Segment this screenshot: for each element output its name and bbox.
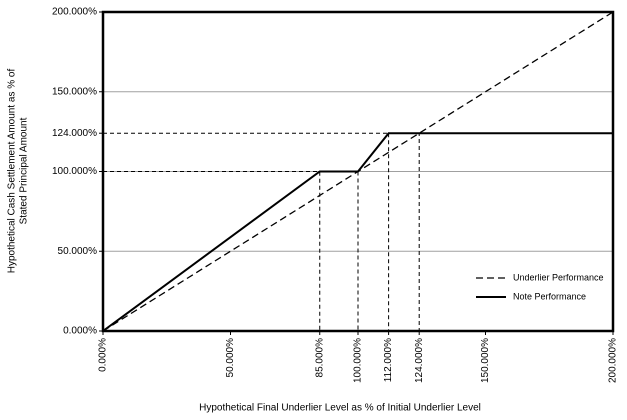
x-tick-label: 100.000% <box>353 338 364 383</box>
x-tick-label: 50.000% <box>225 338 236 378</box>
legend-label: Underlier Performance <box>513 272 604 282</box>
guide-line <box>103 171 321 331</box>
y-tick-label: 124.000% <box>52 128 97 139</box>
x-tick-label: 0.000% <box>98 338 109 372</box>
y-tick-label: 50.000% <box>58 246 98 257</box>
y-tick-label: 0.000% <box>63 326 97 337</box>
y-tick-label: 100.000% <box>52 166 97 177</box>
legend-label: Note Performance <box>513 291 586 301</box>
y-axis-label: Hypothetical Cash Settlement Amount as %… <box>7 69 30 274</box>
y-tick-label: 200.000% <box>52 7 97 18</box>
x-tick-label: 112.000% <box>383 338 394 382</box>
x-tick-label: 85.000% <box>314 338 325 378</box>
series-line <box>102 132 613 332</box>
y-axis-label-line: Hypothetical Cash Settlement Amount as %… <box>7 69 18 274</box>
x-tick-label: 200.000% <box>608 338 619 383</box>
y-axis-label-line: Stated Principal Amount <box>19 117 30 224</box>
x-tick-label: 150.000% <box>480 338 491 383</box>
x-axis-label: Hypothetical Final Underlier Level as % … <box>199 403 481 414</box>
y-tick-label: 150.000% <box>52 86 97 97</box>
plot-border <box>101 10 615 333</box>
x-tick-label: 124.000% <box>414 338 425 383</box>
